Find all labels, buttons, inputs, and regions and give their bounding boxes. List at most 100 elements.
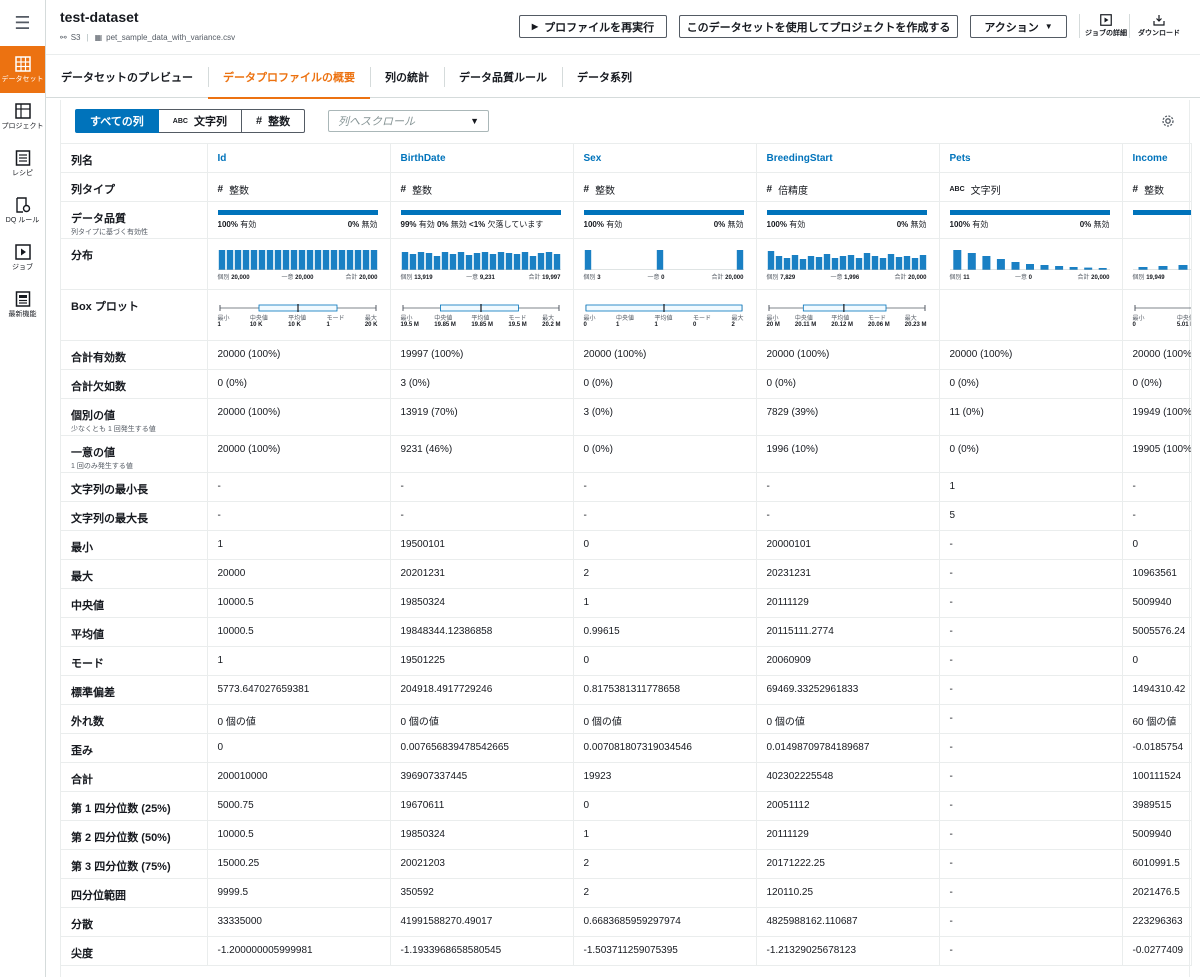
stat-value: 120110.25 [766,887,814,898]
box-stat-value: 10 K [249,322,263,328]
rail-item-datasets[interactable]: データセット [0,46,45,93]
cell-sex-kurtosis: -1.503711259075395 [573,936,757,966]
stat-value: 1 [583,597,590,608]
column-name-link[interactable]: Pets [949,153,971,164]
column-name-link[interactable]: Sex [583,153,602,164]
box-stat-label: 中央値 [1176,316,1190,322]
quality-valid-text: 有効 [606,220,623,229]
filter-string-columns[interactable]: ABC 文字列 [158,109,242,133]
row-label-text: 列タイプ [71,184,115,196]
row-label: 分散 [61,907,208,937]
histogram-bar [433,256,440,270]
row-label-subtext: 少なくとも 1 回発生する値 [71,426,156,433]
stat-value: - [949,684,953,695]
filter-integer-columns[interactable]: # 整数 [241,109,306,133]
tab-data-lineage[interactable]: データ系列 [562,56,647,98]
quality-valid-value: 99% [400,220,417,229]
cell-breedingstart-sum: 402302225548 [756,762,940,792]
cell-sex-type: # 整数 [573,172,757,202]
stat-value: - [949,945,953,956]
scroll-to-column-select[interactable]: 列へスクロール ▼ [328,110,489,132]
stat-value: 20111129 [766,597,809,608]
row-label-text: 個別の値 [71,410,115,422]
histogram-bar [322,250,329,270]
column-name-link[interactable]: Income [1132,153,1168,164]
tab-data-profile-overview[interactable]: データプロファイルの概要 [208,56,370,99]
stat-value: 1 [949,481,956,492]
abc-icon: ABC [172,117,188,125]
box-stat-label: 最大 [364,316,377,322]
profile-row-distinct: 個別の値 少なくとも 1 回発生する値 20000 (100%) 13919 (70%… [61,398,1192,436]
histogram-bar [952,250,961,270]
histogram-bar [513,254,520,270]
create-project-button[interactable]: このデータセットを使用してプロジェクトを作成する [679,15,958,38]
column-name-link[interactable]: Id [217,153,227,164]
cell-id-name: Id [207,143,391,173]
filter-all-columns[interactable]: すべての列 [75,109,159,133]
tab-data-quality-rules[interactable]: データ品質ルール [444,56,562,98]
rail-item-jobs[interactable]: ジョブ [0,234,45,281]
stat-value: 3 (0%) [583,407,613,418]
cell-income-variance: 223296363 [1122,907,1192,937]
cell-pets-skew: - [939,733,1123,763]
cell-pets-min: - [939,530,1123,560]
histogram-bar [266,250,273,270]
distribution-histogram [1132,265,1190,270]
box-stat-label: 最大 [731,316,744,322]
row-label-subtext: 1 回のみ発生する値 [71,463,133,470]
actions-dropdown-button[interactable]: アクション ▼ [970,15,1067,38]
rerun-profile-button[interactable]: ▶ プロファイルを再実行 [519,15,667,38]
cell-birthdate-kurtosis: -1.1933968658580545 [390,936,574,966]
job-details-button[interactable]: ジョブの詳細 [1085,14,1127,38]
cell-income-q3: 6010991.5 [1122,849,1192,879]
distribution: 個別 20,000 一意 20,000 合計 20,000 [217,250,380,281]
rail-label: ジョブ [12,263,33,271]
histogram-bar [218,250,225,270]
distribution: 個別 19,949 [1132,250,1190,281]
histogram-bar [338,250,345,270]
cell-id-type: # 整数 [207,172,391,202]
count-label: 合計 [894,275,907,281]
stat-value: -1.21329025678123 [766,945,857,956]
count-label: 合計 [711,275,724,281]
distribution: 個別 11 一意 0 合計 20,000 [949,250,1112,281]
column-name-link[interactable]: BirthDate [400,153,446,164]
stat-value: -1.503711259075395 [583,945,678,956]
cell-income-skew: -0.0185754 [1122,733,1192,763]
stat-value: 2 [583,858,590,869]
rail-item-projects[interactable]: プロジェクト [0,93,45,140]
tab-column-statistics[interactable]: 列の統計 [370,56,444,98]
cell-id-sum: 200010000 [207,762,391,792]
count-value: 3 [597,275,601,281]
table-icon [14,102,31,119]
rail-item-dq-rules[interactable]: DQ ルール [0,187,45,234]
count-distinct: 個別 13,919 [401,272,433,281]
box-stat-value: 1 [615,322,620,328]
download-button[interactable]: ダウンロード [1138,14,1180,38]
row-label: 合計欠如数 [61,369,208,399]
bucket-icon: ⚯ [60,33,67,42]
tab-dataset-preview[interactable]: データセットのプレビュー [61,71,193,84]
count-value: 1,996 [844,275,860,281]
count-distinct: 個別 19,949 [1133,272,1165,281]
stat-value: - [949,655,953,666]
stat-value: - [766,510,770,521]
histogram-bar [919,255,926,270]
row-label: 第 3 四分位数 (75%) [61,849,208,879]
rail-item-whats-new[interactable]: 最新機能 [0,281,45,328]
count-distinct: 個別 11 [950,272,970,281]
cell-breedingstart-min_len: - [756,472,940,502]
cell-pets-mode: - [939,646,1123,676]
rail-item-recipes[interactable]: レシピ [0,140,45,187]
count-value: 11 [963,275,970,281]
column-name-link[interactable]: BreedingStart [766,153,833,164]
quality-legend: 100% 有効 0% 無効 [950,219,1110,230]
settings-gear-icon[interactable] [1161,114,1175,128]
box-stat-label: モード [508,316,527,322]
box-stat-label: 平均値 [471,316,490,322]
histogram-bar [537,253,544,270]
box-stat-label: 最小 [1132,316,1145,322]
hamburger-menu-icon[interactable]: ☰ [14,12,31,33]
histogram-bar [1158,266,1167,270]
job-details-label: ジョブの詳細 [1085,30,1127,37]
